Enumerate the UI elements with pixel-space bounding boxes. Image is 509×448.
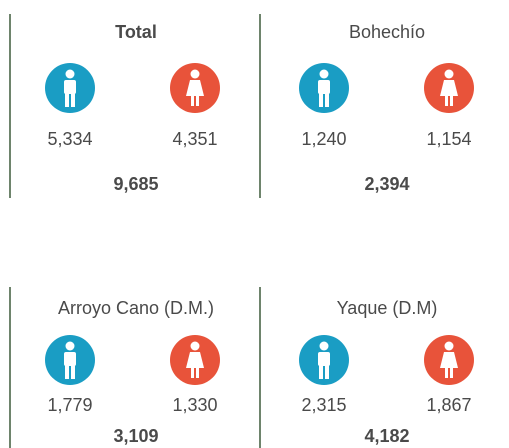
female-icon bbox=[170, 63, 220, 113]
icon-body bbox=[186, 352, 204, 368]
icon-leg bbox=[65, 93, 69, 107]
female-count: 1,330 bbox=[172, 395, 217, 415]
icon-leg bbox=[196, 96, 199, 106]
icon-body bbox=[318, 80, 330, 94]
icon-body bbox=[440, 80, 458, 96]
male-count: 1,779 bbox=[47, 395, 92, 415]
male-icon bbox=[45, 335, 95, 385]
icon-leg bbox=[71, 93, 75, 107]
panel-title: Bohechío bbox=[349, 22, 425, 42]
icon-leg bbox=[450, 368, 453, 378]
male-icon bbox=[299, 63, 349, 113]
female-count: 1,154 bbox=[426, 129, 471, 149]
panel-title: Arroyo Cano (D.M.) bbox=[58, 298, 214, 318]
icon-head bbox=[190, 69, 200, 79]
icon-leg bbox=[191, 96, 194, 106]
icon-head bbox=[444, 69, 454, 79]
icon-head bbox=[65, 341, 75, 351]
icon-head bbox=[444, 341, 454, 351]
total-count: 9,685 bbox=[113, 174, 158, 194]
icon-leg bbox=[325, 365, 329, 379]
female-count: 4,351 bbox=[172, 129, 217, 149]
male-count: 1,240 bbox=[301, 129, 346, 149]
icon-body bbox=[318, 352, 330, 366]
female-count: 1,867 bbox=[426, 395, 471, 415]
icon-leg bbox=[65, 365, 69, 379]
icon-body bbox=[440, 352, 458, 368]
icon-head bbox=[65, 69, 75, 79]
male-count: 5,334 bbox=[47, 129, 92, 149]
male-icon bbox=[45, 63, 95, 113]
icon-body bbox=[64, 352, 76, 366]
icon-leg bbox=[445, 368, 448, 378]
icon-head bbox=[319, 69, 329, 79]
icon-head bbox=[319, 341, 329, 351]
female-icon bbox=[424, 335, 474, 385]
icon-leg bbox=[196, 368, 199, 378]
icon-leg bbox=[191, 368, 194, 378]
male-icon bbox=[299, 335, 349, 385]
panel-title: Yaque (D.M) bbox=[337, 298, 438, 318]
total-count: 2,394 bbox=[364, 174, 409, 194]
female-icon bbox=[424, 63, 474, 113]
total-count: 4,182 bbox=[364, 426, 409, 446]
icon-body bbox=[186, 80, 204, 96]
icon-leg bbox=[445, 96, 448, 106]
icon-leg bbox=[71, 365, 75, 379]
icon-leg bbox=[450, 96, 453, 106]
panel-title: Total bbox=[115, 22, 157, 42]
icon-leg bbox=[319, 93, 323, 107]
icon-body bbox=[64, 80, 76, 94]
male-count: 2,315 bbox=[301, 395, 346, 415]
female-icon bbox=[170, 335, 220, 385]
icon-leg bbox=[325, 93, 329, 107]
icon-head bbox=[190, 341, 200, 351]
icon-leg bbox=[319, 365, 323, 379]
total-count: 3,109 bbox=[113, 426, 158, 446]
